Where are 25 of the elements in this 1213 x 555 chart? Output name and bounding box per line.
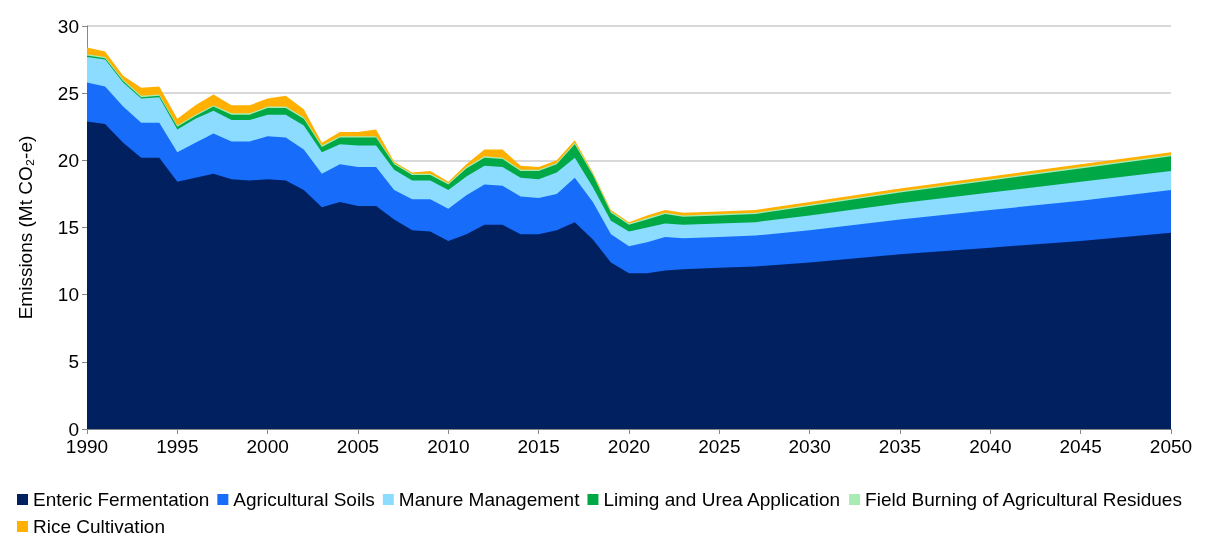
y-tick-label: 30 xyxy=(57,15,79,37)
x-tick-label: 2035 xyxy=(878,436,922,457)
y-tick-label: 15 xyxy=(57,217,79,238)
x-tick-label: 2050 xyxy=(1149,436,1193,457)
x-tick-label: 2000 xyxy=(246,436,289,457)
legend-label: Liming and Urea Application xyxy=(603,489,841,510)
x-tick-label: 1995 xyxy=(156,436,199,457)
legend-label: Enteric Fermentation xyxy=(33,489,210,510)
y-tick-label: 25 xyxy=(57,82,79,104)
legend-label: Manure Management xyxy=(398,489,581,510)
y-tick-label: 20 xyxy=(57,149,79,171)
y-tick-label: 5 xyxy=(68,351,79,373)
x-tick-label: 2005 xyxy=(336,436,380,457)
x-tick-label: 2010 xyxy=(427,436,470,457)
x-tick-label: 2020 xyxy=(607,436,651,457)
x-tick-label: 2015 xyxy=(517,436,560,457)
legend-label: Field Burning of Agricultural Residues xyxy=(865,489,1182,510)
y-tick-label: 10 xyxy=(57,284,79,306)
legend-label: Agricultural Soils xyxy=(233,489,375,510)
x-tick-label: 2045 xyxy=(1059,436,1102,457)
x-tick-label: 2025 xyxy=(698,436,741,457)
x-tick-label: 2030 xyxy=(788,436,831,457)
x-tick-label: 2040 xyxy=(969,436,1012,457)
legend-label: Rice Cultivation xyxy=(33,516,165,537)
y-axis-title: Emissions (Mt CO₂-e) xyxy=(15,135,36,320)
